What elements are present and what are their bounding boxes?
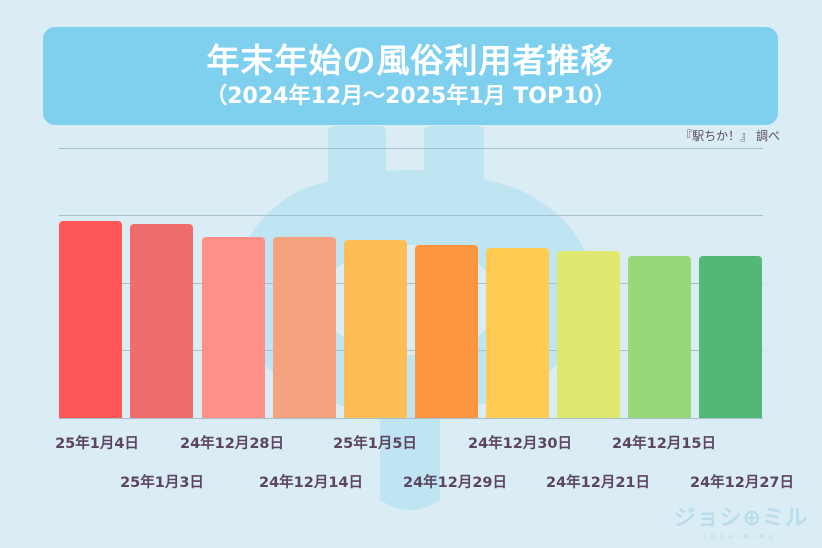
gridline <box>59 215 763 216</box>
bar <box>415 245 478 418</box>
logo-subtext: JOSHIMIRU <box>704 533 778 541</box>
bar-chart <box>59 148 763 419</box>
bar <box>273 237 336 418</box>
brand-logo: ジョシ⊕ミル JOSHIMIRU <box>674 506 808 542</box>
bar <box>486 247 549 418</box>
bar <box>628 256 691 418</box>
chart-subtitle: （2024年12月～2025年1月 TOP10） <box>205 84 616 109</box>
x-axis-label: 24年12月28日 <box>179 436 285 452</box>
gridline <box>59 283 763 284</box>
bar <box>130 223 193 418</box>
x-axis-label: 25年1月3日 <box>120 475 204 491</box>
x-axis-label: 24年12月14日 <box>258 475 364 491</box>
logo-text: ジョシ⊕ミル <box>673 506 808 531</box>
bar <box>557 250 620 418</box>
bar <box>202 237 265 418</box>
chart-title: 年末年始の風俗利用者推移 <box>206 41 615 80</box>
source-note: 『駅ちか！』 調べ <box>680 129 780 143</box>
bar <box>344 239 407 418</box>
title-banner: 年末年始の風俗利用者推移 （2024年12月～2025年1月 TOP10） <box>43 27 778 125</box>
x-axis-label: 24年12月27日 <box>689 475 795 491</box>
x-axis-label: 25年1月4日 <box>55 436 139 452</box>
x-axis-label: 24年12月21日 <box>545 475 651 491</box>
x-axis-label: 24年12月15日 <box>611 436 717 452</box>
bar <box>699 256 762 418</box>
baseline <box>59 418 763 419</box>
x-axis-label: 24年12月29日 <box>402 475 508 491</box>
x-axis-label: 25年1月5日 <box>333 436 417 452</box>
gridline <box>59 148 763 149</box>
gridline <box>59 350 763 351</box>
bar <box>59 220 122 418</box>
x-axis-label: 24年12月30日 <box>467 436 573 452</box>
